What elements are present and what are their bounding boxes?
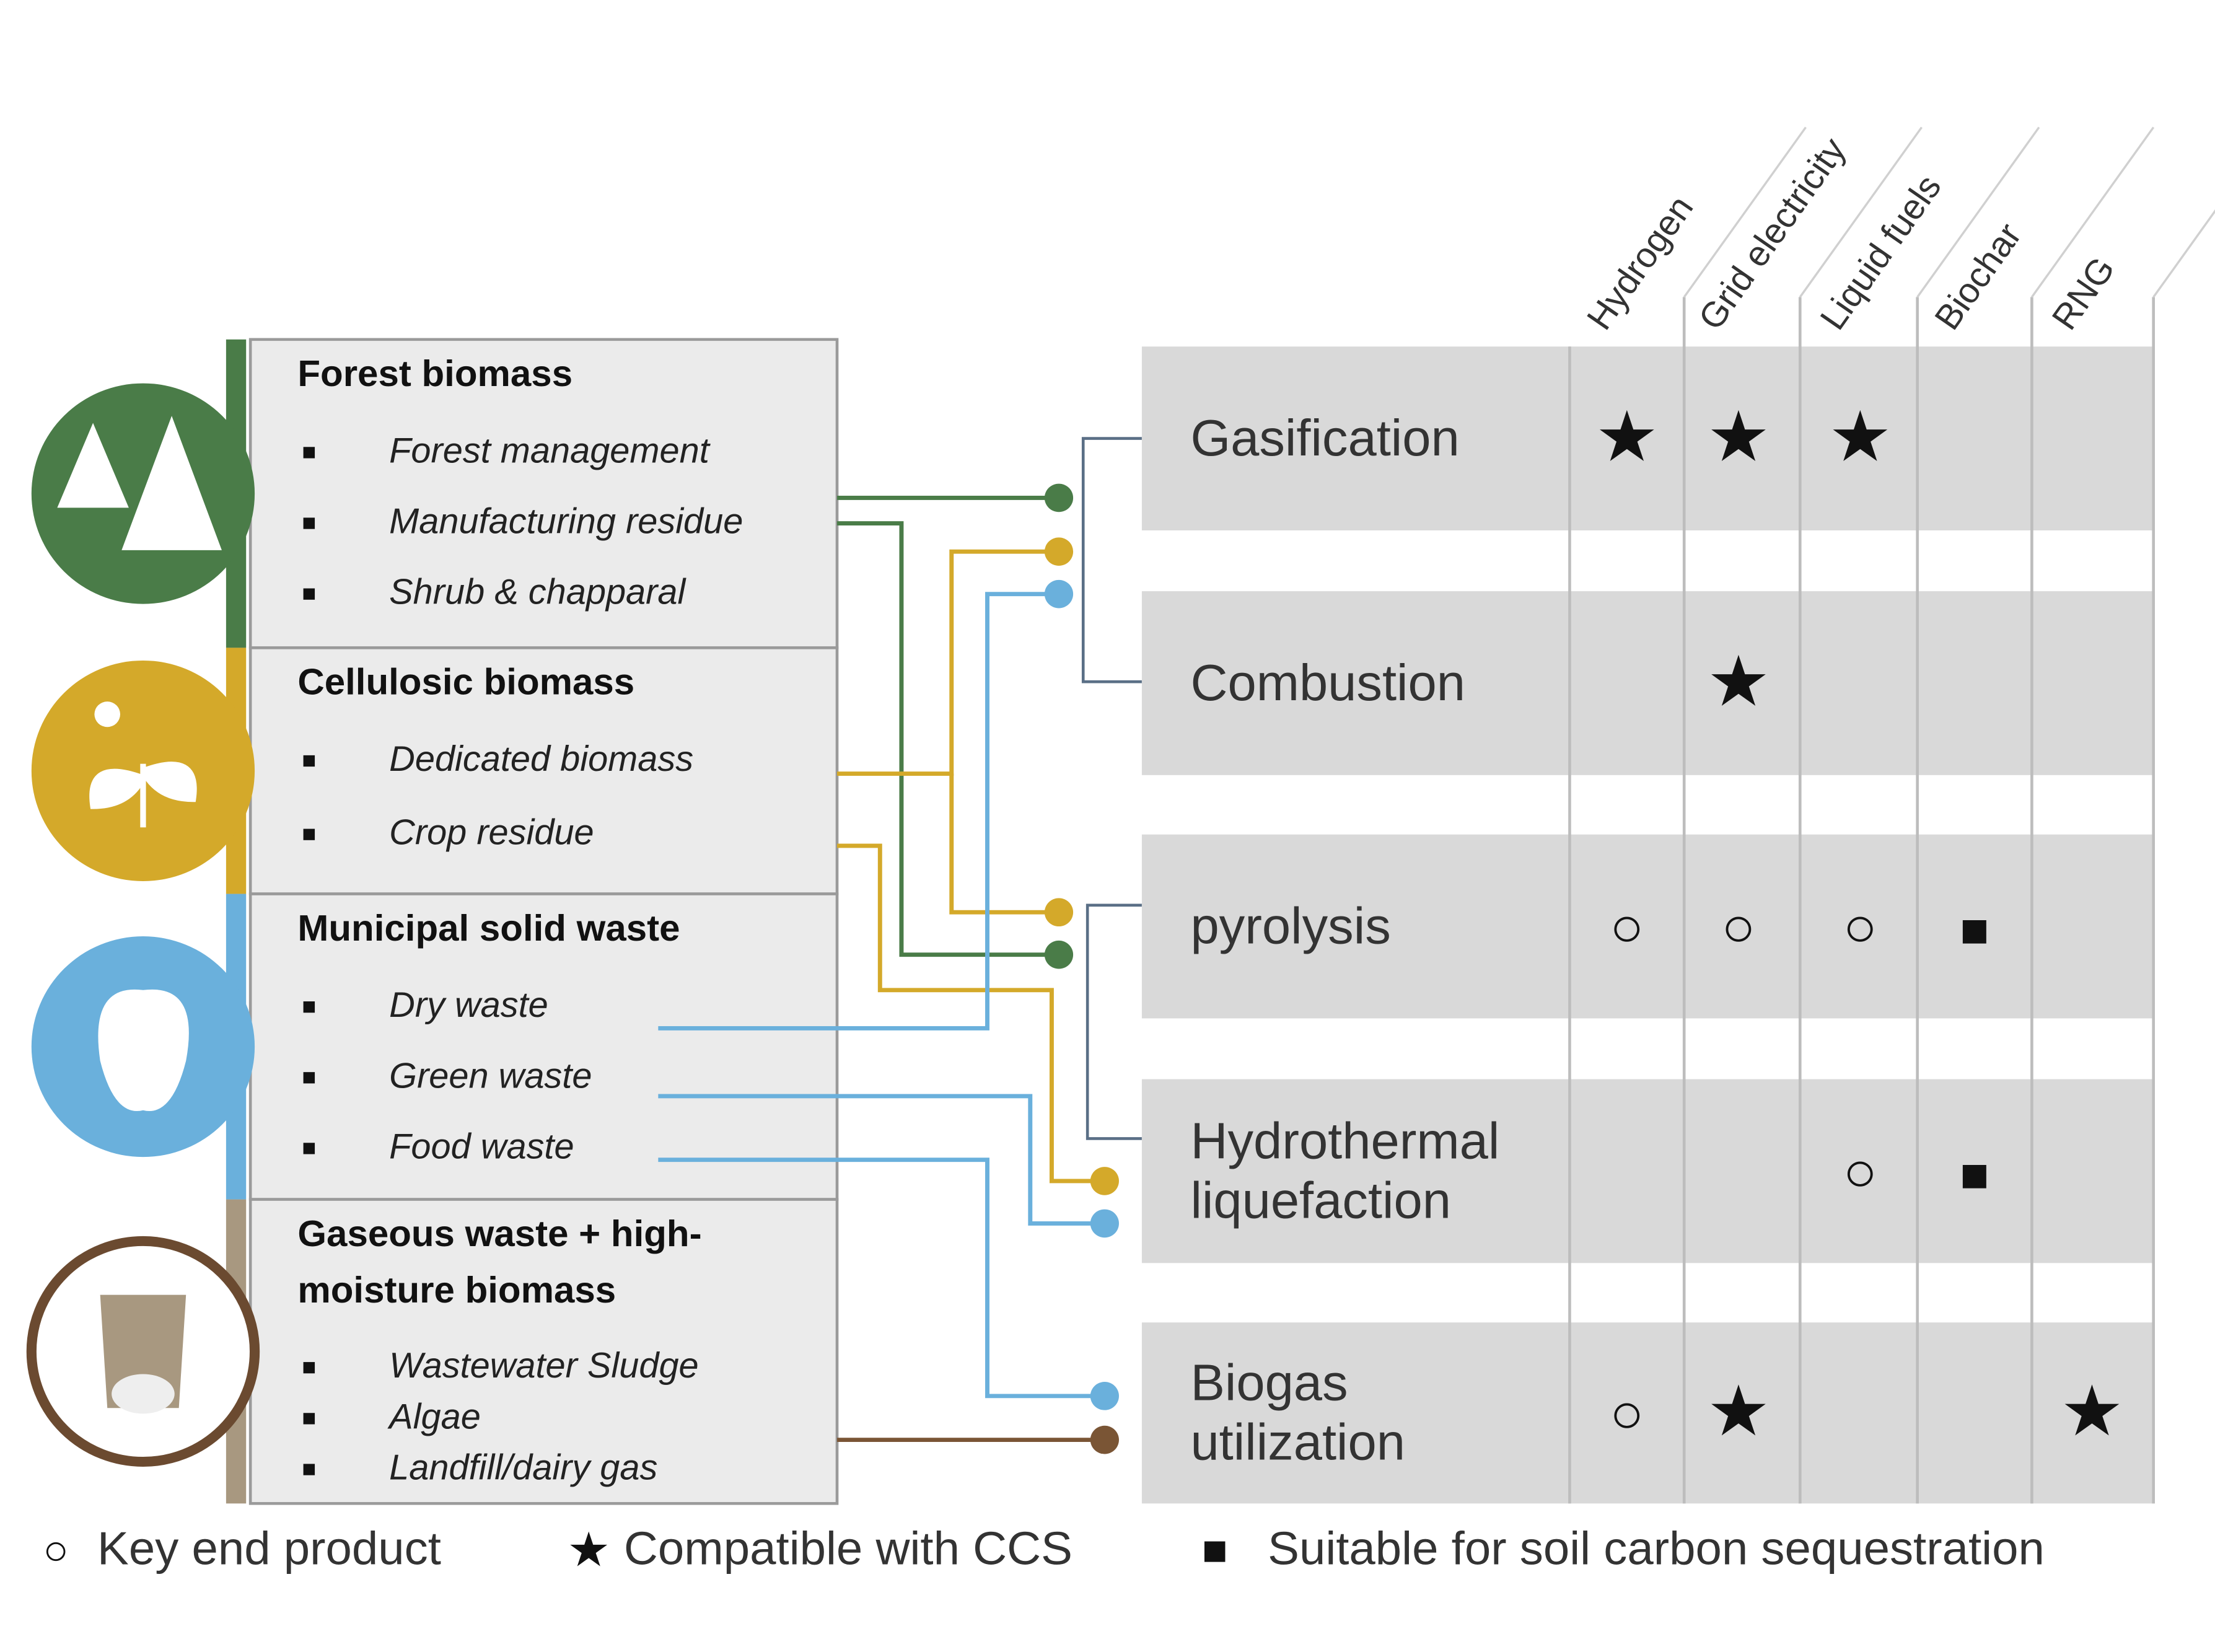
process-label: utilization (1190, 1413, 1405, 1470)
product-header: Biochar (1927, 216, 2029, 337)
matrix-symbol: ★ (1710, 1377, 1766, 1446)
feedstock-item: Crop residue (389, 813, 594, 853)
feedstock-title: Municipal solid waste (297, 907, 680, 949)
legend-label: Key end product (97, 1522, 441, 1575)
legend-label: Suitable for soil carbon sequestration (1268, 1522, 2045, 1575)
icon-apple (98, 989, 189, 1112)
matrix-symbol: ■ (1960, 1147, 1989, 1201)
feedstock-item: Shrub & chapparal (389, 573, 686, 612)
legend-symbol: ■ (1202, 1526, 1228, 1574)
bullet (303, 1362, 315, 1374)
bracket (1081, 437, 1142, 683)
feedstock-item: Green waste (389, 1057, 592, 1096)
connector (837, 549, 1059, 776)
process-row (1141, 591, 2154, 775)
feedstock-box (248, 1198, 839, 1505)
legend-symbol: ★ (569, 1526, 608, 1574)
process-row (1141, 1322, 2154, 1504)
dot (1090, 1209, 1119, 1238)
connector (658, 1094, 1105, 1226)
matrix-symbol: ★ (2064, 1377, 2120, 1446)
feedstock-item: Forest management (389, 431, 711, 471)
header-line (1799, 126, 1923, 298)
header-line (1916, 126, 2040, 298)
process-label: Hydrothermal (1190, 1112, 1499, 1169)
connector (837, 521, 1059, 957)
process-label: Combustion (1190, 654, 1465, 711)
connector (658, 592, 1059, 1030)
dot (1044, 537, 1074, 566)
feedstock-item: Dry waste (389, 985, 548, 1025)
feedstock-item: Landfill/dairy gas (389, 1448, 657, 1488)
feedstock-group: Municipal solid waste Dry waste Green wast… (31, 892, 839, 1201)
bullet (303, 1413, 315, 1425)
feedstock-item: Wastewater Sludge (389, 1346, 698, 1386)
feedstock-title: Cellulosic biomass (297, 661, 634, 703)
icon-tree (57, 416, 222, 550)
dots (1044, 483, 1119, 1454)
connector (949, 773, 1059, 915)
bullet (303, 517, 315, 529)
matrix-symbol: ★ (1832, 403, 1888, 472)
dot (1090, 1382, 1119, 1410)
bullet (303, 755, 315, 767)
dot (1044, 483, 1074, 512)
matrix-symbol: ○ (1721, 895, 1756, 958)
feedstock-box (248, 892, 839, 1201)
bracket (1086, 903, 1142, 1140)
process-row (1141, 1079, 2154, 1263)
feedstock-box (248, 338, 839, 649)
feedstock-title: Gaseous waste + high- (297, 1213, 701, 1254)
dot (1044, 898, 1074, 927)
icon-drop (94, 701, 120, 727)
feedstock-item: Food waste (389, 1127, 574, 1167)
feedstock-item: Dedicated biomass (389, 739, 693, 779)
connector (837, 843, 1105, 1184)
legend-symbol: ○ (43, 1526, 69, 1574)
header-line (2030, 126, 2155, 298)
feedstock-group: Gaseous waste + high-moisture biomass Was… (26, 1198, 839, 1505)
feedstock-group: Forest biomass Forest management Manufactu… (31, 338, 839, 649)
legend-label: Compatible with CCS (624, 1522, 1072, 1575)
matrix-symbol: ★ (1599, 403, 1655, 472)
feedstock-title: moisture biomass (297, 1270, 616, 1311)
bullet (303, 1001, 315, 1013)
bullet (303, 1464, 315, 1475)
feedstock-group: Cellulosic biomass Dedicated biomass Crop … (31, 646, 839, 895)
bullet (303, 447, 315, 459)
matrix-symbol: ○ (1843, 1140, 1877, 1203)
bullet (303, 1143, 315, 1154)
header-line (2152, 209, 2215, 298)
dot (1044, 940, 1074, 969)
icon-leaf (89, 762, 197, 828)
feedstock-box (248, 646, 839, 895)
feedstock-title: Forest biomass (297, 353, 572, 394)
process-label: Gasification (1190, 409, 1459, 466)
matrix-symbol: ○ (1610, 895, 1644, 958)
dot (1090, 1167, 1119, 1195)
process-row (1141, 346, 2154, 530)
bullet (303, 588, 315, 600)
matrix-symbol: ○ (1610, 1382, 1644, 1445)
dot (1090, 1425, 1119, 1454)
feedstock-item: Algae (387, 1397, 481, 1437)
connectors (658, 437, 1142, 1454)
matrix-symbol: ★ (1710, 403, 1766, 472)
process-label: liquefaction (1190, 1172, 1451, 1229)
icon-nose (112, 1374, 175, 1414)
matrix-symbol: ★ (1710, 648, 1766, 716)
connector (658, 1158, 1105, 1399)
process-label: pyrolysis (1190, 897, 1390, 954)
feedstock-item: Manufacturing residue (389, 502, 743, 542)
process-label: Biogas (1190, 1354, 1348, 1411)
matrix-symbol: ○ (1843, 895, 1877, 958)
matrix-symbol: ■ (1960, 902, 1989, 956)
dot (1044, 579, 1074, 609)
bullet (303, 1072, 315, 1084)
bullet (303, 828, 315, 840)
header-line (1683, 126, 1807, 298)
process-row (1141, 834, 2154, 1019)
